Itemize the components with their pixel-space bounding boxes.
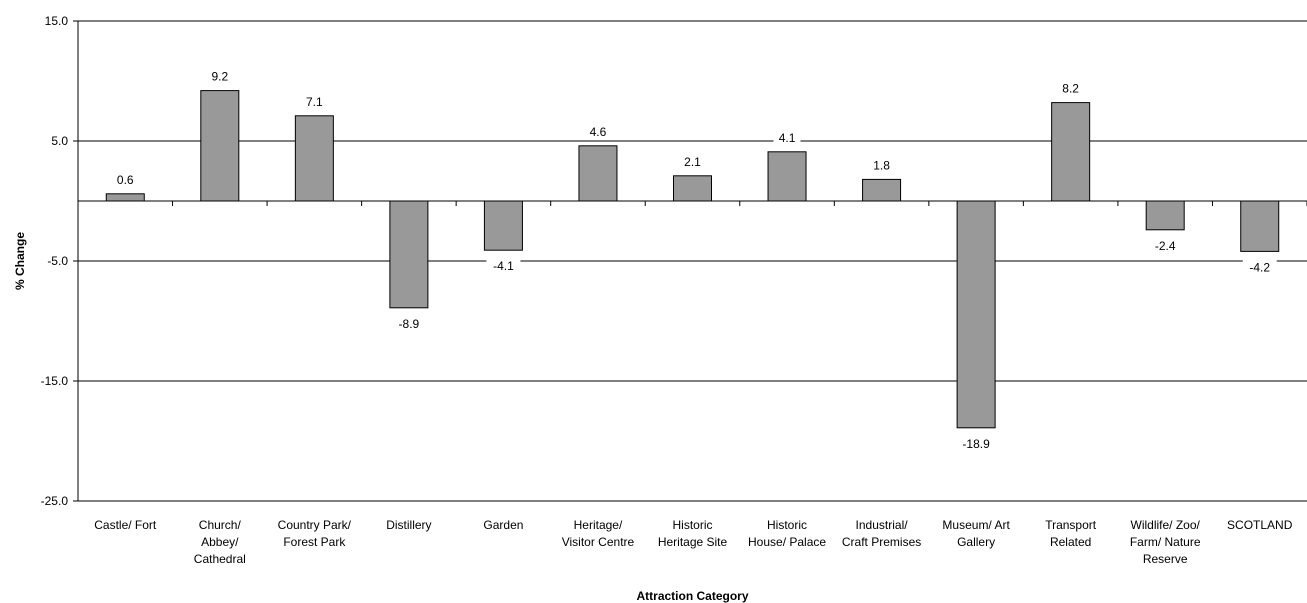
- x-axis-title: Attraction Category: [636, 589, 748, 603]
- bar: [1051, 102, 1091, 202]
- data-label-bg: [584, 123, 612, 139]
- category-label: Transport Related: [1045, 518, 1097, 549]
- data-label: 0.6: [117, 173, 134, 187]
- category-label: Church/Abbey/Cathedral: [194, 518, 246, 566]
- data-label-bg: [206, 68, 234, 84]
- category-label: SCOTLAND: [1227, 518, 1293, 532]
- data-label: -4.1: [493, 259, 514, 273]
- data-label-bg: [773, 129, 801, 145]
- data-label: -8.9: [399, 317, 420, 331]
- y-tick-label: -15.0: [41, 374, 69, 388]
- data-label: 9.2: [211, 70, 228, 84]
- data-label-bg: [955, 435, 997, 451]
- data-label: 2.1: [684, 155, 701, 169]
- category-label: Industrial/Craft Premises: [842, 518, 921, 549]
- data-label-bg: [300, 93, 328, 109]
- bar: [483, 200, 523, 251]
- bar: [956, 200, 996, 429]
- data-label-bg: [486, 258, 521, 274]
- data-label: 7.1: [306, 95, 323, 109]
- category-label: Country Park/Forest Park: [278, 518, 352, 549]
- category-label: Garden: [483, 518, 523, 532]
- bar: [767, 151, 807, 202]
- category-label: Museum/ Art Gallery: [942, 518, 1010, 549]
- category-label: Heritage/Visitor Centre: [562, 518, 635, 549]
- bars: [105, 90, 1280, 429]
- data-label-bg: [1148, 237, 1183, 253]
- bar: [673, 175, 712, 202]
- bar: [200, 90, 240, 202]
- gridlines: [78, 20, 1307, 502]
- data-label: -2.4: [1155, 239, 1176, 253]
- labels: 15.0 5.0 -5.0 -15.0 -25.0 0.6 9.2 7.1 -8.9 -4.1 4.…: [41, 14, 1293, 566]
- data-label-bg: [111, 171, 139, 187]
- data-label-bg: [679, 153, 706, 169]
- data-label-bg: [391, 315, 426, 331]
- category-label: Wildlife/ Zoo/Farm/ Nature Reserve: [1130, 518, 1201, 566]
- y-tick-label: 15.0: [45, 14, 69, 28]
- data-label: 1.8: [873, 158, 890, 172]
- data-label-bg: [1242, 259, 1277, 275]
- data-label: -18.9: [962, 437, 990, 451]
- data-label: -4.2: [1249, 260, 1270, 274]
- category-label: Historic House/ Palace: [748, 518, 826, 549]
- axes: [73, 20, 1307, 502]
- bar: [1240, 200, 1280, 252]
- data-label: 4.6: [590, 125, 607, 139]
- bar: [862, 178, 902, 202]
- data-label-bg: [1057, 80, 1085, 96]
- category-label: Historic Heritage Site: [658, 518, 728, 549]
- data-label: 8.2: [1062, 82, 1079, 96]
- category-label: Distillery: [386, 518, 431, 532]
- bar: [1145, 200, 1185, 231]
- category-label: Castle/ Fort: [94, 518, 157, 532]
- data-label-bg: [868, 157, 896, 173]
- y-tick-label: -5.0: [47, 254, 68, 268]
- bar: [578, 145, 618, 202]
- bar: [294, 115, 334, 202]
- data-label: 4.1: [779, 131, 796, 145]
- y-tick-label: 5.0: [51, 134, 68, 148]
- bar: [105, 193, 145, 202]
- y-tick-label: -25.0: [41, 494, 69, 508]
- bar: [389, 200, 429, 309]
- y-axis-title: % Change: [13, 232, 27, 290]
